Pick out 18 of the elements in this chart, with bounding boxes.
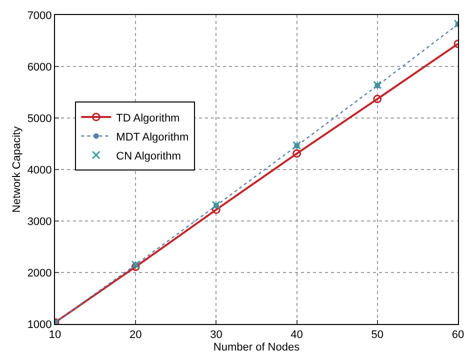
- y-tick-label: 2000: [27, 267, 52, 280]
- y-axis-title: Network Capacity: [10, 126, 23, 213]
- x-tick-label: 50: [371, 329, 384, 342]
- y-tick-label: 7000: [27, 10, 52, 22]
- x-tick-label: 30: [210, 329, 222, 342]
- x-tick-label: 20: [129, 329, 142, 342]
- y-tick-label: 6000: [27, 61, 52, 74]
- x-tick-label: 10: [48, 329, 62, 342]
- x-tick-label: 40: [290, 329, 303, 342]
- y-tick-label: 1000: [27, 318, 52, 331]
- y-tick-label: 3000: [27, 216, 52, 228]
- y-tick-label: 5000: [27, 112, 52, 125]
- y-tick-label: 4000: [27, 164, 52, 176]
- legend-label: TD Algorithm: [116, 112, 180, 124]
- x-tick-label: 60: [452, 329, 464, 342]
- legend-label: CN Algorithm: [116, 150, 181, 162]
- x-axis-title: Number of Nodes: [213, 341, 300, 354]
- legend-label: MDT Algorithm: [116, 131, 189, 144]
